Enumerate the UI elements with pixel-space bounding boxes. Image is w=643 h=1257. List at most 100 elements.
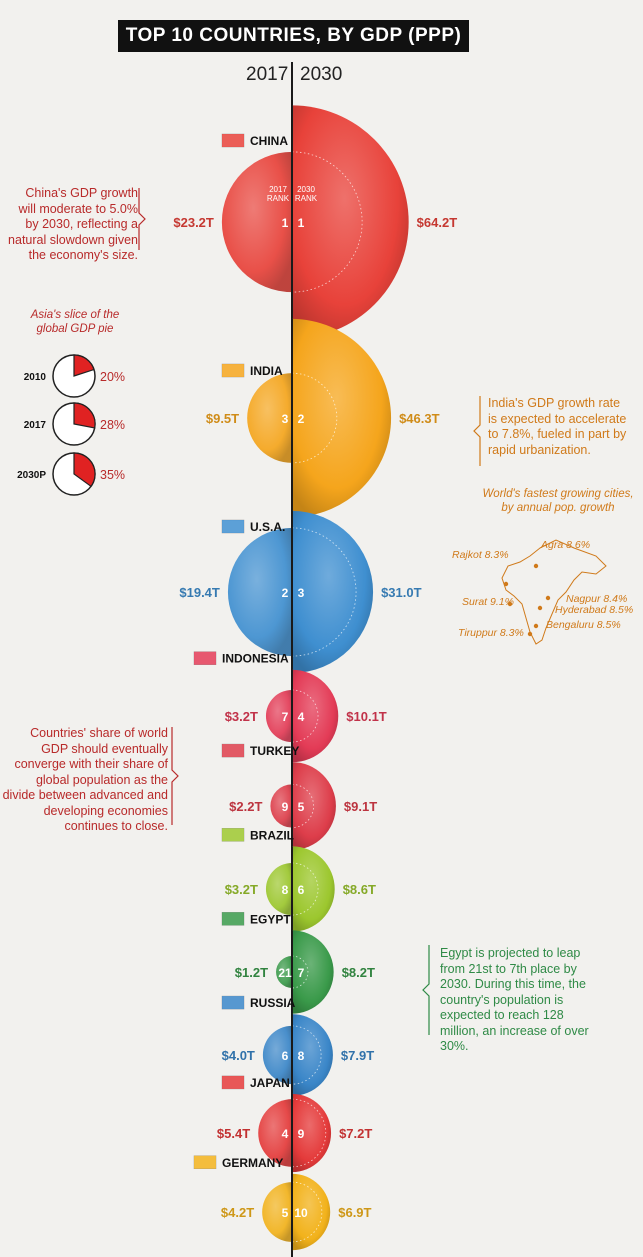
country-group-egypt: 21 7 $1.2T $8.2T EGYPT [221,912,375,1014]
india-note-bracket [473,396,481,466]
india-map-outline [501,539,607,645]
rank-2017-india: 3 [282,412,289,426]
country-label-china: CHINA [250,134,288,148]
bubble-2017-indonesia [265,689,292,743]
bubble-2017-india [247,373,292,463]
flag-egypt-icon [221,912,245,926]
city-nagpur: Nagpur 8.4% [545,593,627,605]
rank-header-2030-word: RANK [295,194,318,203]
rank-2017-egypt: 21 [278,966,292,980]
rank-2017-germany: 5 [282,1206,289,1220]
rank-2030-u.s.a.: 3 [298,586,305,600]
bubble-2017-outline [291,955,309,989]
city-surat: Surat 9.1% [462,596,514,608]
rank-2030-turkey: 5 [298,800,305,814]
city-dot [503,581,509,587]
value-2030-germany: $6.9T [338,1205,371,1220]
china-note-bracket [138,188,146,250]
city-agra: Agra 8.6% [533,539,590,569]
pie-slice [73,354,95,377]
flag-indonesia-icon [193,651,217,665]
value-2017-turkey: $2.2T [229,799,262,814]
country-label-russia: RUSSIA [250,996,296,1010]
rank-2017-china: 1 [282,216,289,230]
city-tiruppur: Tiruppur 8.3% [458,627,533,639]
asia-pie-2030p: 2030P 35% [17,452,125,496]
bubble-2017-outline [291,372,338,464]
rank-header-2017-year: 2017 [269,185,287,194]
bubble-2017-russia [262,1025,292,1085]
city-hyderabad: Hyderabad 8.5% [537,604,633,616]
bubble-2017-outline [291,862,319,916]
pie-year-label: 2010 [24,372,47,383]
country-label-u.s.a.: U.S.A. [250,520,285,534]
bubble-2030-egypt [292,930,334,1014]
bubble-2030-u.s.a. [292,510,374,674]
value-2030-india: $46.3T [399,411,440,426]
bubble-2030-russia [292,1014,333,1096]
pie-percent-label: 28% [100,418,125,432]
city-dot [533,623,539,629]
bubble-2017-china [221,151,292,293]
pie-slice [73,452,96,488]
city-label: Agra 8.6% [540,539,590,551]
bubble-2017-outline [291,689,319,743]
bubble-2017-brazil [265,862,292,916]
pie-slice [73,402,96,429]
rank-2017-u.s.a.: 2 [282,586,289,600]
country-group-japan: 4 9 $5.4T $7.2T JAPAN [217,1075,372,1173]
country-group-usa: 2 3 $19.4T $31.0T U.S.A. [179,510,422,674]
rank-2030-egypt: 7 [298,966,305,980]
city-dot [527,631,533,637]
value-2030-indonesia: $10.1T [346,709,387,724]
city-label: Surat 9.1% [462,596,514,608]
bubble-2017-turkey [270,784,292,828]
city-label: Bengaluru 8.5% [546,619,621,631]
rank-2017-russia: 6 [282,1049,289,1063]
pie-percent-label: 20% [100,370,125,384]
value-2017-germany: $4.2T [221,1205,254,1220]
flag-germany-icon [193,1155,217,1170]
rank-2030-germany: 10 [294,1206,308,1220]
value-2030-turkey: $9.1T [344,799,377,814]
bubble-2030-turkey [292,762,336,850]
year-2030-label: 2030 [300,64,343,85]
bubble-2030-brazil [292,846,335,932]
value-2030-u.s.a.: $31.0T [381,585,422,600]
flag-turkey-icon [221,743,245,758]
chart-title: TOP 10 COUNTRIES, BY GDP (PPP) [118,20,469,52]
value-2030-china: $64.2T [417,215,458,230]
city-dot [507,601,513,607]
rank-2030-japan: 9 [298,1127,305,1141]
rank-header-2030-year: 2030 [297,185,315,194]
bubble-2030-japan [292,1093,332,1173]
rank-2030-russia: 8 [298,1049,305,1063]
country-label-egypt: EGYPT [250,912,291,926]
rank-header-2017-word: RANK [267,194,290,203]
bubble-2030-india [292,318,392,518]
flag-japan-icon [221,1075,245,1090]
city-bengaluru: Bengaluru 8.5% [533,619,621,631]
value-2030-brazil: $8.6T [343,882,376,897]
rank-2017-indonesia: 7 [282,710,289,724]
country-group-germany: 5 10 $4.2T $6.9T GERMANY [193,1155,372,1251]
asia-pie-2010: 2010 20% [24,354,125,398]
country-label-turkey: TURKEY [250,744,299,758]
value-2017-egypt: $1.2T [235,965,268,980]
bubble-2017-outline [291,784,314,828]
bubble-2017-u.s.a. [227,527,292,657]
rank-2030-india: 2 [298,412,305,426]
value-2017-india: $9.5T [206,411,239,426]
value-2017-brazil: $3.2T [225,882,258,897]
value-2017-china: $23.2T [173,215,214,230]
bubble-2017-outline [291,1025,322,1085]
city-dot [545,595,551,601]
country-group-russia: 6 8 $4.0T $7.9T RUSSIA [222,995,374,1096]
value-2030-japan: $7.2T [339,1126,372,1141]
pie-percent-label: 35% [100,468,125,482]
rank-2017-japan: 4 [282,1127,289,1141]
flag-india-icon [221,363,245,378]
bubble-2017-japan [258,1099,292,1167]
value-2017-russia: $4.0T [222,1048,255,1063]
bubble-2030-germany [292,1173,331,1251]
